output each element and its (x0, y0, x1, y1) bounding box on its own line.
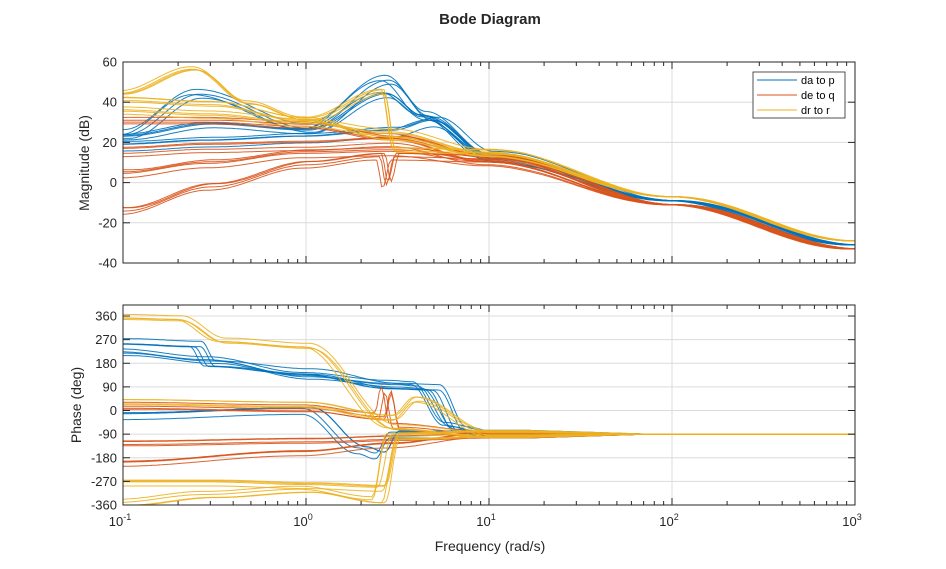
x-tick-exponent: 3 (857, 512, 862, 522)
y-tick-label: 360 (95, 309, 117, 324)
magnitude-series (123, 66, 855, 250)
y-tick-label: -40 (98, 256, 117, 271)
y-tick-label: 40 (103, 95, 117, 110)
series-line-dr-to-r (123, 91, 855, 242)
series-line-de-to-q (123, 121, 855, 250)
series-line-dr-to-r (123, 93, 855, 242)
x-tick-exponent: 2 (674, 512, 679, 522)
series-line-de-to-q (123, 123, 855, 250)
magnitude-ticks: 60 40 20 0 -20 -40 (98, 55, 856, 271)
y-tick-label: 20 (103, 135, 117, 150)
x-tick-label: 100 (293, 512, 312, 529)
legend-entry-da-to-p: da to p (801, 75, 835, 87)
x-tick-exponent: 1 (491, 512, 496, 522)
series-line-dr-to-r (123, 113, 855, 242)
x-tick-label: 102 (659, 512, 678, 529)
series-line-de-to-q (123, 149, 855, 250)
x-tick-label: 10-1 (109, 512, 131, 529)
x-axis-label: Frequency (rad/s) (435, 538, 545, 554)
legend: da to p de to q dr to r (752, 71, 846, 119)
x-tick-base: 10 (842, 514, 856, 529)
x-tick-base: 10 (476, 514, 490, 529)
magnitude-axes: 60 40 20 0 -20 -40 Magnitude (dB) da to p de … (76, 55, 856, 271)
x-tick-base: 10 (109, 514, 123, 529)
y-tick-label: -180 (91, 450, 117, 465)
x-tick-base: 10 (293, 514, 307, 529)
y-tick-label: 60 (103, 55, 117, 70)
y-tick-label: 0 (110, 403, 117, 418)
y-tick-label: -360 (91, 498, 117, 513)
y-tick-label: 90 (103, 379, 117, 394)
x-tick-exponent: -1 (123, 512, 131, 522)
x-tick-base: 10 (659, 514, 673, 529)
legend-entry-de-to-q: de to q (801, 90, 835, 102)
legend-entry-dr-to-r: dr to r (801, 105, 830, 117)
y-tick-label: 180 (95, 356, 117, 371)
y-tick-label: 0 (110, 175, 117, 190)
series-line-dr-to-r (123, 400, 855, 436)
phase-series (123, 313, 855, 505)
phase-ylabel: Phase (deg) (68, 367, 84, 443)
y-tick-label: -270 (91, 474, 117, 489)
y-tick-label: 270 (95, 332, 117, 347)
magnitude-ylabel: Magnitude (dB) (76, 115, 92, 211)
series-line-da-to-p (123, 116, 855, 246)
x-tick-label: 101 (476, 512, 495, 529)
phase-ticks: 360 270 180 90 0 -90 -180 -270 -360 (91, 305, 856, 513)
y-tick-label: -90 (98, 427, 117, 442)
y-tick-label: -20 (98, 215, 117, 230)
x-tick-labels: 10-1 100 101 102 103 (109, 512, 862, 529)
x-tick-exponent: 0 (308, 512, 313, 522)
phase-axes: 360 270 180 90 0 -90 -180 -270 -360 Phase (deg) (68, 304, 856, 513)
x-tick-label: 103 (842, 512, 861, 529)
chart-title: Bode Diagram (439, 11, 541, 28)
